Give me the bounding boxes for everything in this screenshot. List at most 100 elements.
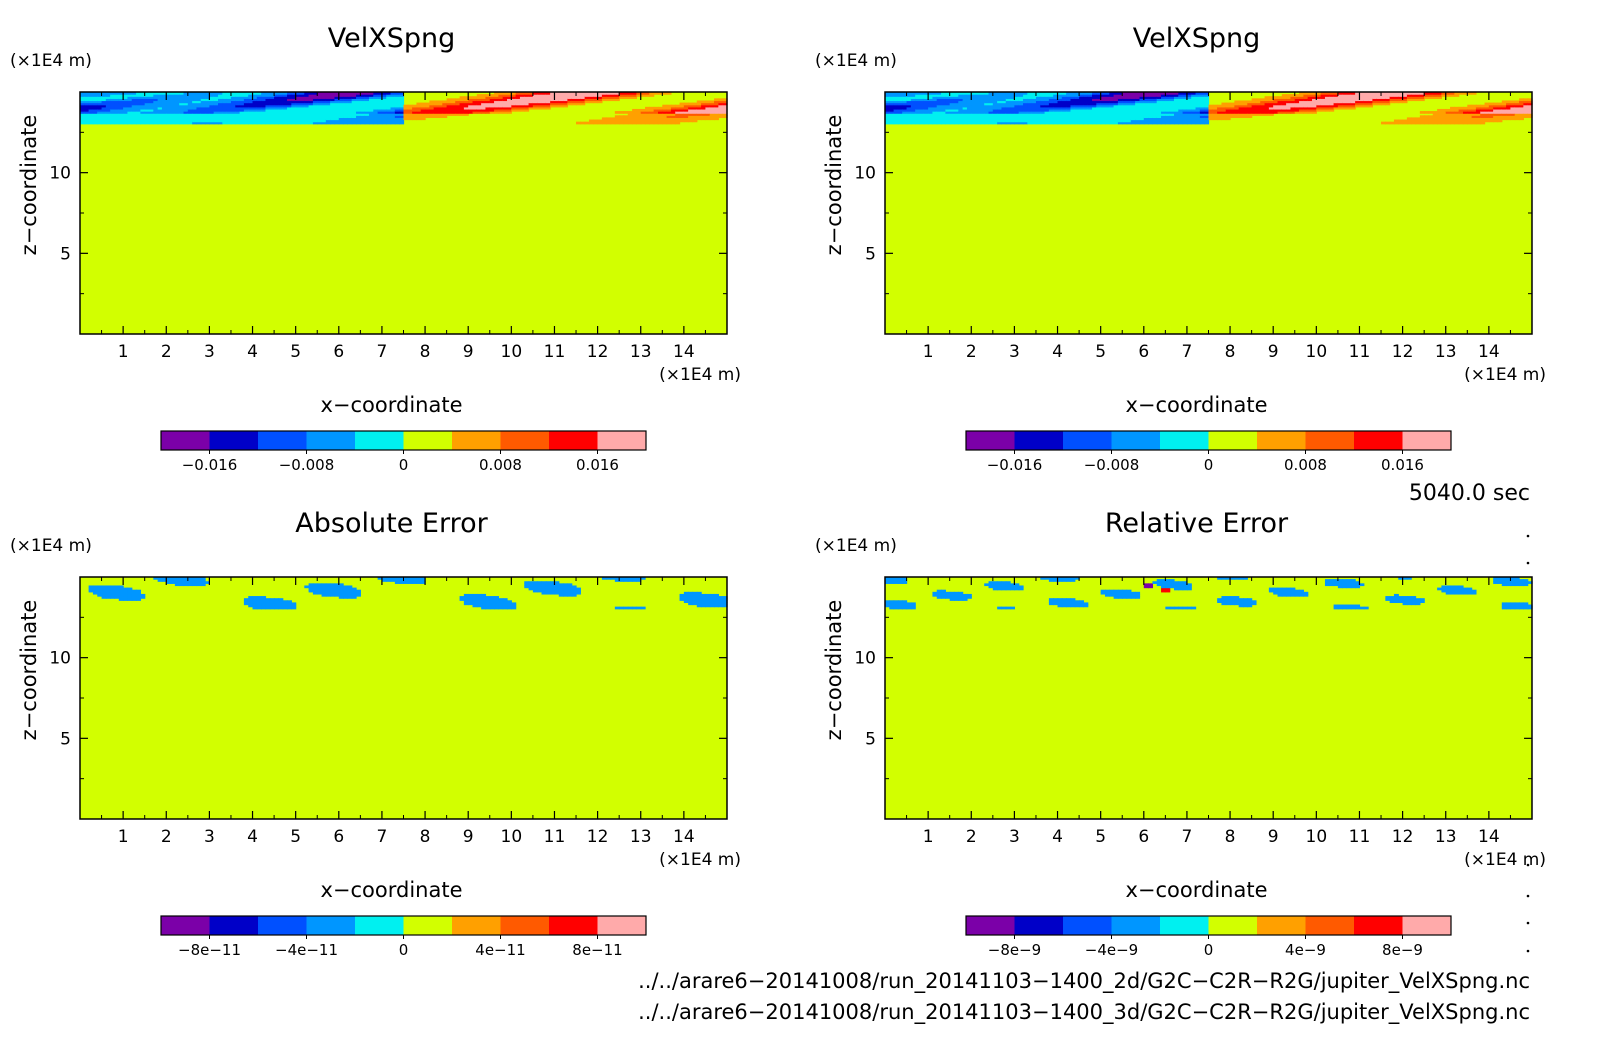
field-cell xyxy=(1048,577,1054,580)
field-cell xyxy=(984,121,990,125)
field-cell xyxy=(984,98,990,102)
field-cell xyxy=(1273,589,1279,593)
field-cell xyxy=(114,585,120,589)
field-cell xyxy=(889,121,895,125)
field-cell xyxy=(1173,121,1179,125)
field-cell xyxy=(330,104,336,108)
field-cell xyxy=(1148,117,1154,121)
field-cell xyxy=(101,104,107,108)
field-cell xyxy=(657,111,663,114)
field-cell xyxy=(893,115,899,119)
field-cell xyxy=(381,115,387,119)
field-cell xyxy=(256,602,262,606)
field-cell xyxy=(1092,115,1097,119)
field-cell xyxy=(196,579,202,582)
field-cell xyxy=(192,581,198,584)
field-cell xyxy=(906,113,912,116)
field-cell xyxy=(902,100,908,104)
field-cell xyxy=(997,583,1003,587)
field-cell xyxy=(889,102,895,106)
x-tick-label: 5 xyxy=(290,342,301,362)
field-cell xyxy=(1393,119,1399,123)
field-cell xyxy=(640,606,646,610)
field-cell xyxy=(373,113,379,116)
field-cell xyxy=(304,111,310,114)
field-cell xyxy=(252,98,258,102)
field-cell xyxy=(662,104,668,108)
field-cell xyxy=(1251,108,1257,112)
field-cell xyxy=(1273,98,1279,102)
field-cell xyxy=(261,596,267,599)
field-cell xyxy=(420,577,426,580)
field-cell xyxy=(243,121,249,125)
field-cell xyxy=(1350,100,1356,104)
field-cell xyxy=(248,119,254,123)
field-cell xyxy=(1152,117,1158,121)
field-cell xyxy=(1165,589,1171,593)
field-cell xyxy=(1337,98,1343,102)
field-cell xyxy=(1001,585,1007,589)
field-cell xyxy=(1350,585,1356,589)
field-cell xyxy=(714,593,719,597)
field-cell xyxy=(906,104,912,108)
field-cell xyxy=(593,119,599,123)
field-cell xyxy=(476,102,482,106)
field-cell xyxy=(627,121,633,125)
field-cell xyxy=(368,100,374,104)
field-cell xyxy=(1161,589,1166,593)
field-cell xyxy=(584,94,590,97)
field-cell xyxy=(360,94,366,97)
field-cell xyxy=(945,121,951,125)
field-cell xyxy=(537,102,543,106)
field-cell xyxy=(317,96,323,99)
field-cell xyxy=(966,106,972,110)
field-cell xyxy=(528,106,534,110)
field-cells xyxy=(885,92,1533,125)
field-cell xyxy=(1074,121,1080,125)
field-cell xyxy=(632,121,638,125)
field-cell xyxy=(1031,94,1037,97)
field-cell xyxy=(1186,585,1192,589)
field-cell xyxy=(1506,117,1512,121)
field-cell xyxy=(688,119,694,123)
field-cell xyxy=(200,111,206,114)
field-cell xyxy=(554,583,560,587)
field-cell xyxy=(239,100,245,104)
field-cell xyxy=(975,106,981,110)
field-cell xyxy=(1467,119,1473,123)
field-cell xyxy=(958,100,964,104)
field-cell xyxy=(614,96,620,99)
field-cell xyxy=(1139,121,1145,125)
field-cell xyxy=(550,92,556,95)
field-cell xyxy=(256,117,262,121)
field-cell xyxy=(394,579,400,582)
field-cell xyxy=(261,111,267,114)
field-cell xyxy=(80,98,85,102)
field-cell xyxy=(1104,92,1110,95)
field-cell xyxy=(584,92,590,95)
field-cell xyxy=(261,606,267,610)
field-cell xyxy=(278,94,284,97)
field-cell xyxy=(1005,581,1011,584)
field-cell xyxy=(187,96,193,99)
field-cell xyxy=(640,113,646,116)
field-cell xyxy=(511,606,517,610)
field-cell xyxy=(252,600,258,604)
field-cell xyxy=(1001,108,1007,112)
field-cell xyxy=(1411,600,1417,604)
field-cell xyxy=(252,598,258,601)
field-cell xyxy=(1299,98,1304,102)
field-cell xyxy=(1346,106,1352,110)
field-cell xyxy=(1191,102,1197,106)
field-cell xyxy=(248,94,254,97)
field-cell xyxy=(92,102,98,106)
field-cell xyxy=(1161,587,1166,591)
field-cell xyxy=(1083,119,1089,123)
field-cell xyxy=(593,100,599,104)
field-cell xyxy=(885,100,890,104)
field-cell xyxy=(606,94,612,97)
field-cell xyxy=(494,111,499,114)
field-cell xyxy=(1273,111,1279,114)
field-cell xyxy=(394,108,400,112)
field-cell xyxy=(127,98,133,102)
